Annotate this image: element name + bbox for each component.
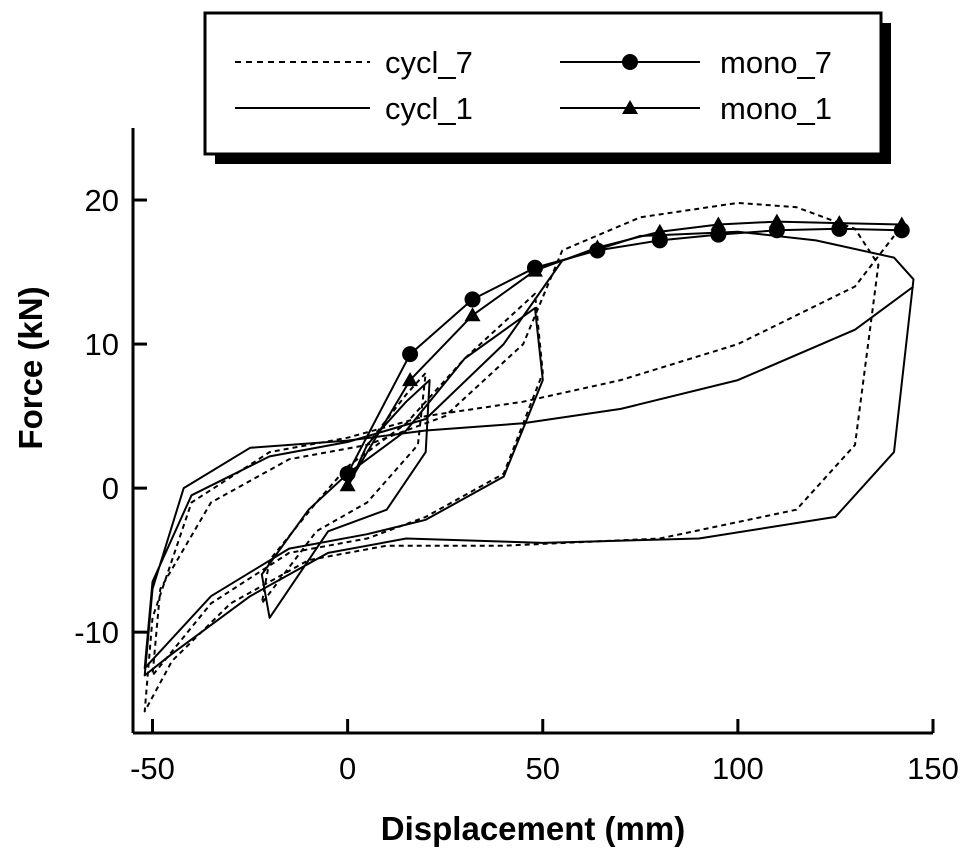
legend-box [203, 11, 883, 156]
legend-label-mono-7: mono_7 [720, 45, 832, 80]
legend-marker-mono-7 [622, 54, 638, 70]
point-mono-1 [339, 477, 356, 492]
x-tick-label: 0 [339, 751, 356, 786]
point-mono-7 [402, 346, 419, 363]
legend-label-mono-1: mono_1 [720, 91, 832, 126]
plot-area [143, 201, 915, 713]
point-mono-1 [464, 307, 481, 322]
x-tick-label: -50 [130, 751, 175, 786]
axes: -50 0 50 100 150 -10 0 10 20 [74, 128, 959, 786]
y-tick-label: -10 [74, 615, 119, 650]
point-mono-7 [464, 291, 481, 308]
y-axis-title: Force (kN) [12, 286, 49, 449]
x-tick-label: 50 [526, 751, 560, 786]
point-mono-1 [710, 216, 727, 231]
y-tick-label: 10 [85, 327, 119, 362]
point-mono-7 [710, 226, 727, 243]
y-tick-label: 20 [85, 183, 119, 218]
point-mono-1 [402, 372, 419, 387]
point-mono-1 [893, 216, 910, 231]
series-line-cycl-1 [143, 230, 915, 677]
x-tick-label: 100 [712, 751, 764, 786]
x-tick-label: 150 [907, 751, 959, 786]
series-line-mono-1 [346, 220, 902, 486]
point-mono-1 [768, 213, 785, 228]
y-tick-label: 0 [102, 471, 119, 506]
legend-label-cycl-1: cycl_1 [385, 91, 473, 126]
legend-label-cycl-7: cycl_7 [385, 45, 473, 80]
series-line-mono-7 [346, 227, 902, 475]
x-axis-title: Displacement (mm) [381, 810, 685, 847]
series-line-cycl-7 [143, 201, 895, 713]
legend: cycl_7 mono_7 cycl_1 mono_1 [203, 11, 891, 164]
point-mono-1 [526, 262, 543, 277]
legend-marker-mono-1 [622, 100, 638, 114]
